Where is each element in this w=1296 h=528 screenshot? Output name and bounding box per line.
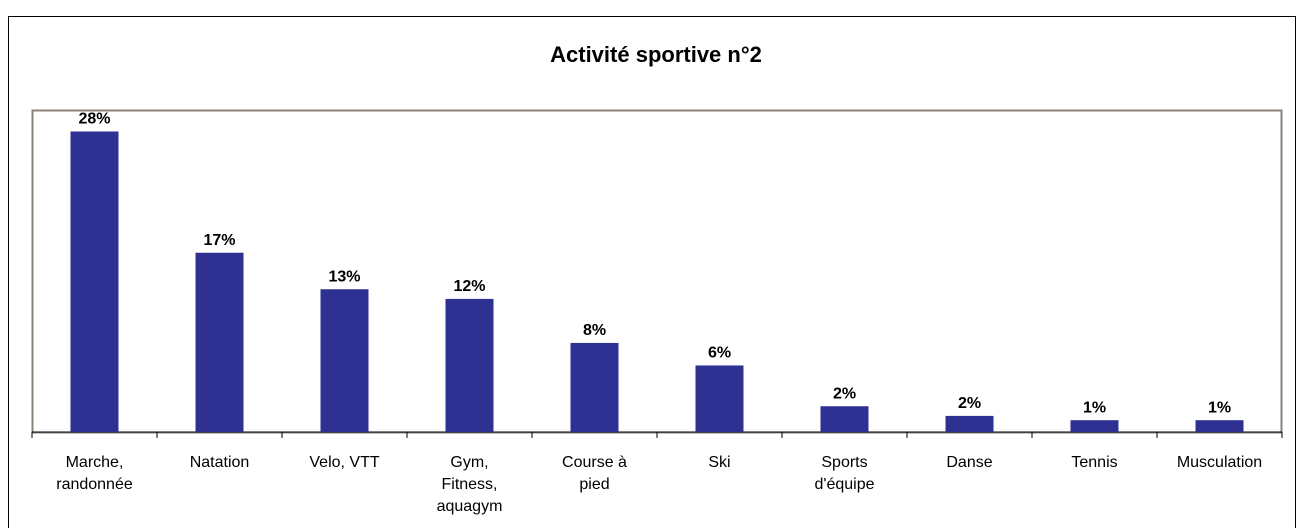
value-label: 12% <box>453 278 485 295</box>
bar <box>70 131 119 432</box>
chart-title: Activité sportive n°2 <box>550 42 762 67</box>
value-label: 2% <box>833 385 856 402</box>
x-tick-label: Danse <box>946 454 993 471</box>
bar <box>1070 420 1119 432</box>
value-label: 6% <box>708 345 731 362</box>
bar <box>195 252 244 432</box>
value-label: 13% <box>328 268 360 285</box>
x-tick-label: Musculation <box>1176 454 1263 471</box>
value-label: 17% <box>203 232 235 249</box>
bar <box>820 406 869 432</box>
value-label: 2% <box>958 395 981 412</box>
x-tick-label: Marche, randonnée <box>56 454 133 493</box>
x-tick-label: Gym, Fitness, aquagym <box>436 454 503 515</box>
bar <box>320 289 369 432</box>
x-tick-label: Ski <box>708 454 731 471</box>
x-tick-label: Velo, VTT <box>309 454 380 471</box>
bar <box>945 415 994 432</box>
bar <box>695 365 744 432</box>
bar <box>445 298 494 432</box>
x-tick-label: Sports d'équipe <box>814 454 875 493</box>
x-tick-label: Natation <box>189 454 250 471</box>
bar <box>1195 420 1244 432</box>
x-tick-label: Tennis <box>1071 454 1118 471</box>
value-label: 8% <box>583 322 606 339</box>
bar <box>570 342 619 432</box>
value-label: 28% <box>78 111 110 128</box>
value-label: 1% <box>1083 399 1106 416</box>
value-label: 1% <box>1208 399 1231 416</box>
x-tick-label: Course à pied <box>562 454 627 493</box>
